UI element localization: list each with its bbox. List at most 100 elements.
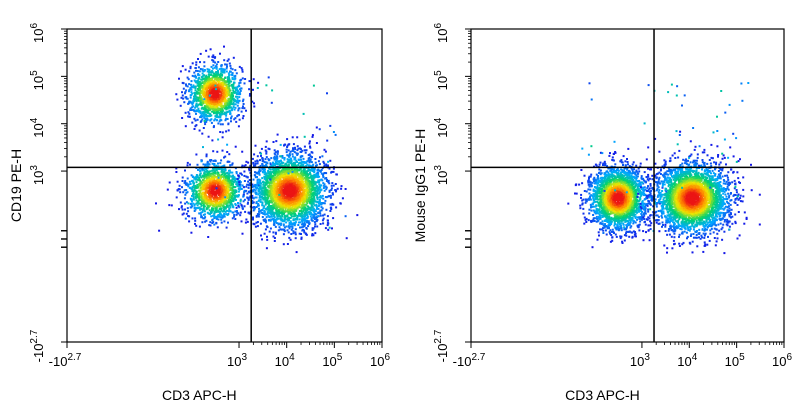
event-point: [195, 90, 198, 93]
event-point: [227, 174, 230, 177]
event-point: [267, 169, 270, 172]
event-point: [190, 85, 193, 88]
event-point: [288, 143, 291, 146]
event-point: [287, 225, 290, 228]
event-point: [237, 204, 240, 207]
event-point: [223, 209, 225, 211]
event-point: [224, 182, 227, 185]
event-point: [214, 98, 217, 101]
event-point: [292, 232, 295, 235]
event-point: [222, 165, 225, 168]
event-point: [311, 228, 314, 231]
event-point: [300, 211, 303, 214]
event-point: [232, 103, 235, 106]
event-point: [208, 205, 211, 207]
event-point: [208, 76, 210, 78]
event-point: [214, 81, 217, 84]
event-point: [299, 200, 302, 203]
event-point: [311, 233, 314, 235]
event-point: [235, 198, 237, 201]
event-point: [224, 155, 227, 158]
event-point: [274, 168, 277, 171]
event-point: [213, 163, 216, 165]
event-point: [221, 169, 223, 172]
event-point: [259, 184, 262, 187]
event-point: [192, 86, 195, 89]
event-point: [208, 180, 211, 182]
event-point: [221, 191, 224, 194]
event-point: [199, 191, 202, 194]
event-point: [229, 206, 232, 209]
event-point: [209, 160, 212, 163]
event-point: [264, 218, 267, 221]
event-point: [264, 176, 267, 179]
event-point: [179, 191, 182, 194]
event-point: [181, 65, 184, 68]
event-point: [228, 153, 231, 156]
event-point: [238, 188, 241, 191]
event-point: [287, 231, 290, 234]
event-point: [247, 201, 249, 204]
event-point: [289, 196, 292, 199]
event-point: [221, 187, 224, 190]
event-point: [252, 162, 255, 165]
event-point: [332, 193, 334, 196]
event-point: [205, 105, 208, 108]
event-point: [261, 181, 264, 183]
event-point: [238, 99, 241, 102]
event-point: [305, 208, 308, 211]
event-point: [219, 200, 222, 203]
event-point: [194, 222, 196, 225]
event-point: [223, 68, 226, 71]
event-point: [198, 212, 201, 215]
event-point: [215, 169, 218, 171]
event-point: [209, 199, 212, 201]
event-point: [292, 209, 295, 212]
event-point: [207, 80, 209, 83]
event-point: [275, 187, 277, 190]
event-point: [223, 78, 225, 81]
event-point: [263, 173, 266, 176]
event-point: [199, 175, 202, 178]
event-point: [202, 163, 205, 166]
event-point: [217, 178, 219, 181]
event-point: [208, 190, 210, 193]
event-point: [176, 189, 179, 192]
event-point: [293, 213, 296, 215]
event-point: [222, 91, 225, 94]
event-point: [226, 87, 229, 90]
event-point: [219, 74, 222, 77]
event-point: [225, 81, 228, 84]
event-point: [193, 109, 195, 112]
event-point: [205, 185, 208, 188]
event-point: [228, 87, 231, 90]
event-point: [234, 204, 237, 206]
event-point: [274, 231, 277, 234]
event-point: [202, 178, 205, 181]
event-point: [335, 206, 338, 209]
event-point: [218, 85, 221, 88]
event-point: [198, 110, 201, 112]
event-point: [322, 184, 325, 187]
event-point: [215, 63, 218, 66]
event-point: [312, 207, 315, 210]
event-point: [225, 111, 228, 114]
event-point: [293, 192, 296, 195]
event-point: [211, 180, 214, 183]
event-point: [201, 118, 204, 121]
event-point: [211, 102, 214, 105]
event-point: [197, 72, 200, 75]
event-point: [155, 202, 157, 205]
event-point: [231, 73, 234, 76]
event-point: [319, 170, 322, 173]
event-point: [190, 94, 193, 96]
event-point: [277, 217, 280, 220]
event-point: [274, 153, 277, 156]
event-point: [199, 102, 202, 105]
event-point: [293, 169, 296, 172]
event-point: [203, 115, 206, 118]
event-point: [268, 211, 271, 214]
event-point: [201, 209, 204, 212]
event-point: [214, 78, 217, 81]
